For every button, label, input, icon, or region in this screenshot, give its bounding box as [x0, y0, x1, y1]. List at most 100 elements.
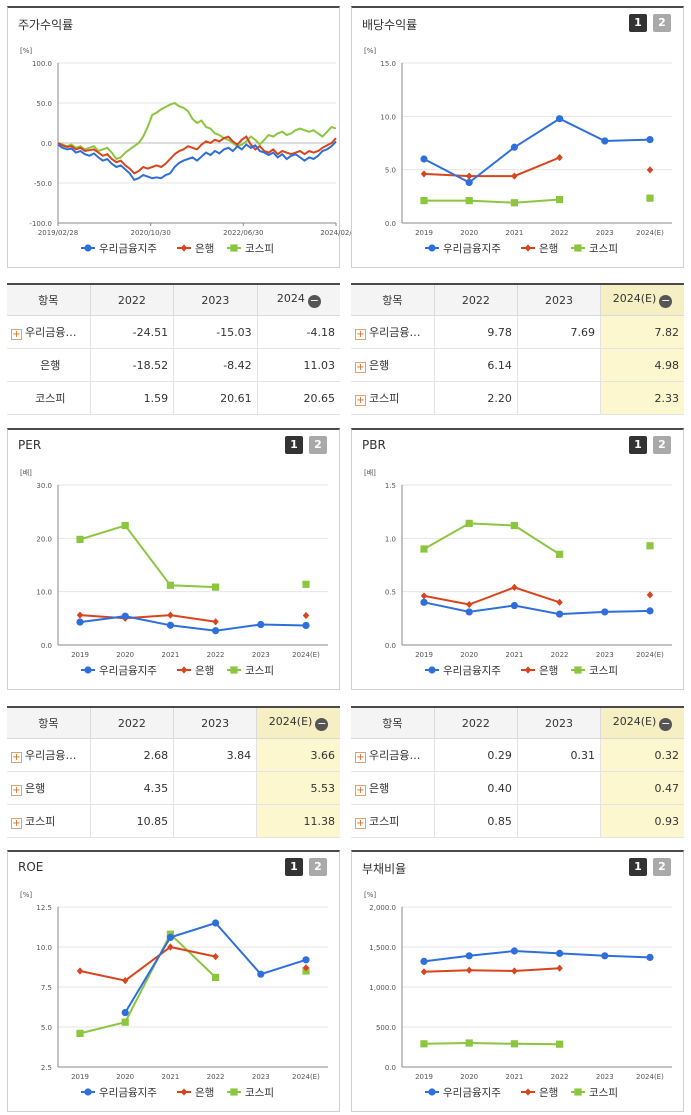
- series-line-1: [57, 135, 337, 175]
- data-point-2-3: [556, 550, 564, 558]
- expand-icon[interactable]: +: [11, 818, 22, 829]
- data-point-0-2: [166, 621, 174, 629]
- data-point-0-1: [121, 1009, 129, 1017]
- y-tick-label: 0.0: [385, 642, 396, 650]
- chart-title: PBR: [362, 438, 386, 452]
- chart-toggle-button-2[interactable]: 2: [309, 858, 327, 876]
- x-tick-label: 2019: [71, 1073, 89, 1081]
- data-point-2-3: [212, 583, 220, 591]
- chart-panel-per: PER 1 2 [배] 30.0 20.0 10.0 0.0 2019 2020 2021 2022 2…: [7, 428, 340, 690]
- collapse-icon[interactable]: −: [307, 294, 321, 308]
- data-point-0-1: [465, 178, 473, 187]
- expand-icon[interactable]: +: [355, 362, 366, 373]
- chart-toggle-button-1[interactable]: 1: [285, 858, 303, 876]
- table-cell: [173, 771, 257, 805]
- x-tick-label: 2021: [505, 651, 523, 659]
- data-point-1-2: [511, 172, 518, 180]
- x-tick-label: 2020: [460, 1073, 478, 1081]
- x-tick-label: 2021: [505, 1073, 523, 1081]
- chart-toggle-button-2[interactable]: 2: [309, 436, 327, 454]
- expand-icon[interactable]: +: [355, 329, 366, 340]
- expand-icon[interactable]: +: [11, 785, 22, 796]
- table-row-name-cell: + 코스피: [351, 804, 435, 838]
- chart-toggle-button-2[interactable]: 2: [653, 436, 671, 454]
- series-line-2: [79, 932, 217, 1035]
- x-tick-label: 2020: [116, 1073, 134, 1081]
- data-point-0-3: [556, 115, 564, 123]
- expand-icon[interactable]: +: [11, 752, 22, 763]
- data-point-1-5: [646, 166, 654, 174]
- table-header-row: 항목 2022 2023 2024(E) −: [7, 707, 340, 739]
- series-group-2: [420, 194, 654, 207]
- table-header-label: 2024(E): [612, 715, 657, 728]
- table-header-cell: 항목: [7, 284, 91, 316]
- expand-icon[interactable]: +: [355, 752, 366, 763]
- x-tick-label: 2024(E): [292, 651, 320, 659]
- chart-panel-roe: ROE 1 2 [%] 12.5 10.0 7.5 5.0 2.5 2019 2020 2021 202…: [7, 850, 340, 1112]
- table-cell: 2.20: [433, 381, 518, 415]
- collapse-icon[interactable]: −: [315, 717, 329, 731]
- table-cell: 9.78: [433, 315, 518, 349]
- data-point-2-3: [212, 973, 220, 981]
- chart-toggle-button-1[interactable]: 1: [285, 436, 303, 454]
- table-header-cell: 2024(E) −: [600, 707, 684, 739]
- legend-label-1: 은행: [195, 243, 214, 255]
- y-unit-label: [배]: [364, 468, 376, 477]
- chart-legend: 우리금융지주 은행 코스피: [81, 243, 274, 255]
- legend-label-1: 은행: [195, 665, 214, 677]
- table-row: + 코스피 0.85 0.93: [351, 804, 684, 838]
- data-point-2-2: [510, 199, 518, 207]
- data-point-0-5: [302, 621, 310, 630]
- legend-marker-1: [180, 1088, 188, 1096]
- chart-panel-stock: 주가수익률 [%] 100.0 50.0 0.0 -50.0 -100.0 2019/02/2…: [7, 6, 352, 268]
- y-tick-label: -100.0: [29, 220, 52, 228]
- legend-label-2: 코스피: [589, 665, 618, 677]
- expand-icon[interactable]: +: [355, 818, 366, 829]
- y-tick-label: 2,000.0: [369, 904, 396, 912]
- data-point-1-0: [76, 611, 84, 619]
- legend-label-1: 은행: [539, 243, 558, 255]
- data-point-0-4: [601, 952, 609, 960]
- expand-icon[interactable]: +: [355, 785, 366, 796]
- table-header-label: 항목: [382, 294, 403, 307]
- table-row-name-cell: + 코스피: [351, 381, 435, 415]
- data-point-0-4: [601, 137, 609, 145]
- y-tick-label: 10.0: [36, 944, 52, 952]
- y-unit-label: [배]: [20, 468, 32, 477]
- chart-toggle-button-1[interactable]: 1: [629, 858, 647, 876]
- data-point-1-3: [212, 618, 219, 626]
- table-row: 코스피 1.59 20.61 20.65: [7, 381, 340, 415]
- chart-toggle-button-2[interactable]: 2: [653, 14, 671, 32]
- collapse-icon[interactable]: −: [659, 717, 673, 731]
- data-point-1-3: [212, 953, 219, 961]
- table-cell: 6.14: [433, 348, 518, 382]
- expand-icon[interactable]: +: [355, 395, 366, 406]
- data-point-1-3: [556, 964, 563, 972]
- series-group-1: [420, 583, 654, 609]
- collapse-icon[interactable]: −: [659, 294, 673, 308]
- table-dividend: 항목 2022 2023 2024(E) − + 우리금융… 9.78 7.69 7.82 + 은행 6…: [351, 283, 684, 415]
- data-point-1-0: [420, 170, 428, 178]
- chart-toggle-button-2[interactable]: 2: [653, 858, 671, 876]
- table-header-row: 항목 2022 2023 2024−: [7, 284, 340, 316]
- series-line-2: [423, 1041, 560, 1046]
- chart-toggle-button-1[interactable]: 1: [629, 14, 647, 32]
- legend-label-1: 은행: [195, 1087, 214, 1099]
- series-line-2: [79, 524, 216, 589]
- table-header-label: 2023: [544, 293, 573, 307]
- y-tick-label: 1,000.0: [369, 984, 396, 992]
- table-row-name-cell: + 우리금융…: [7, 315, 91, 349]
- data-point-0-4: [257, 620, 265, 629]
- table-header-label: 2022: [117, 293, 146, 307]
- data-point-1-2: [167, 611, 174, 619]
- table-header-cell: 2022: [433, 284, 518, 316]
- chart-toggle-button-1[interactable]: 1: [629, 436, 647, 454]
- legend-label-1: 은행: [539, 665, 558, 677]
- table-cell: 20.65: [256, 381, 340, 415]
- table-cell: 5.53: [256, 771, 340, 805]
- expand-icon[interactable]: +: [11, 329, 22, 340]
- legend-marker-1: [524, 666, 532, 674]
- table-header-cell: 2022: [89, 284, 174, 316]
- series-group-0: [420, 598, 654, 618]
